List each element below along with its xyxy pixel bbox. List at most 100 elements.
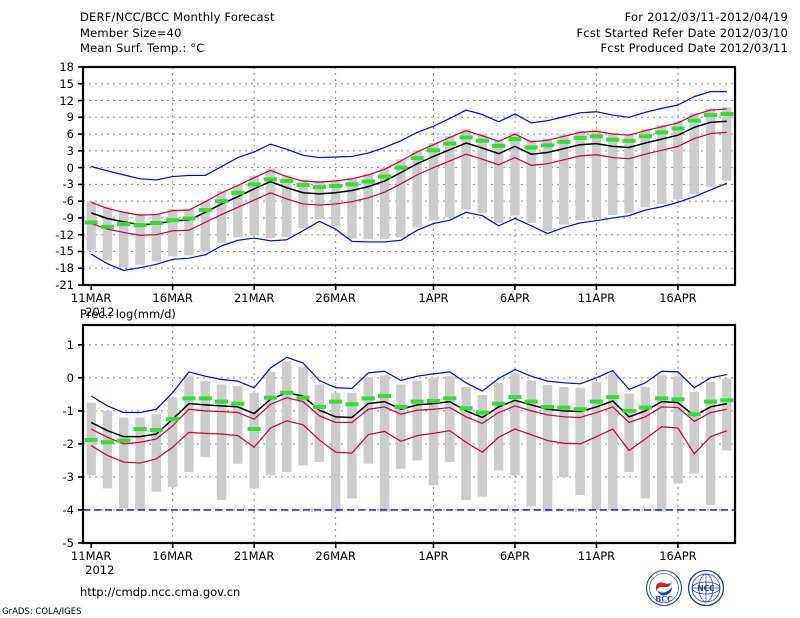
spread-bar xyxy=(526,140,536,223)
y-axis-tick-label: -4 xyxy=(62,502,74,517)
observed-mark xyxy=(215,399,229,404)
spread-bar xyxy=(347,392,357,499)
observed-mark xyxy=(84,220,98,225)
y-axis-tick-label: -15 xyxy=(55,244,74,259)
x-axis-tick-label: 16MAR xyxy=(152,291,193,305)
spread-bar xyxy=(624,133,634,213)
observed-mark xyxy=(247,427,261,432)
observed-mark xyxy=(166,218,180,223)
y-axis-tick-label: -6 xyxy=(62,194,74,209)
observed-mark xyxy=(182,216,196,221)
spread-bar xyxy=(591,381,602,510)
spread-bar xyxy=(510,373,520,476)
observed-mark xyxy=(541,404,555,409)
spread-bar xyxy=(119,417,129,509)
precipitation-svg xyxy=(78,323,737,548)
surface-temperature-svg xyxy=(78,65,737,290)
observed-mark xyxy=(704,399,718,404)
fcst-started-date: Fcst Started Refer Date 2012/03/10 xyxy=(576,25,788,40)
series-line-mean xyxy=(90,391,727,438)
spread-bar xyxy=(705,108,716,188)
spread-bar xyxy=(200,200,210,252)
spread-bar xyxy=(722,107,732,181)
spread-bar xyxy=(624,393,634,472)
observed-mark xyxy=(557,139,571,144)
bcc-logo-label: BCC xyxy=(655,595,673,604)
spread-bar xyxy=(330,179,341,227)
x-axis-tick-label: 26MAR xyxy=(315,549,356,563)
series-line-min xyxy=(90,182,728,272)
bcc-logo: BCC xyxy=(645,569,683,607)
spread-bars-group xyxy=(86,361,732,512)
spread-bar xyxy=(184,376,194,472)
spread-bar xyxy=(477,395,488,497)
spread-bar xyxy=(575,387,585,496)
observed-mark xyxy=(231,401,245,406)
observed-mark xyxy=(410,156,424,161)
observed-mark xyxy=(492,401,506,406)
observed-mark xyxy=(345,182,359,187)
x-axis-tick-label: 16MAR xyxy=(152,549,193,563)
bcc-logo-icon: BCC xyxy=(645,569,683,607)
spread-bar xyxy=(412,380,422,461)
spread-bar xyxy=(673,376,683,484)
observed-mark xyxy=(231,190,245,195)
observed-mark xyxy=(524,399,538,404)
observed-mark xyxy=(378,394,392,399)
x-axis-tick-label: 21MAR xyxy=(233,549,275,563)
spread-bar xyxy=(167,208,178,257)
spread-bar xyxy=(379,167,390,240)
series-line-max xyxy=(90,356,727,414)
observed-mark xyxy=(638,134,652,139)
observed-mark xyxy=(149,220,163,225)
spread-bar xyxy=(542,385,553,512)
y-axis-tick-label: 12 xyxy=(59,93,74,108)
observed-mark xyxy=(655,396,669,401)
spread-bar xyxy=(363,377,373,464)
observed-mark xyxy=(263,177,277,182)
observed-mark xyxy=(296,395,310,400)
observed-mark xyxy=(671,397,685,402)
grads-credit: GrADS: COLA/IGES xyxy=(2,607,82,617)
observed-mark xyxy=(508,395,522,400)
observed-mark xyxy=(622,138,636,143)
spread-bar xyxy=(119,211,129,268)
spread-bar xyxy=(445,135,455,218)
spread-bar xyxy=(591,129,602,218)
series-line-upper-quartile xyxy=(90,397,727,445)
spread-bar xyxy=(689,113,699,194)
spread-bar xyxy=(282,175,292,237)
observed-mark xyxy=(459,135,473,140)
spread-bar xyxy=(461,129,471,210)
observed-mark xyxy=(426,148,440,153)
y-axis-tick-label: 18 xyxy=(59,60,74,74)
spread-bar xyxy=(363,173,373,240)
x-axis-tick-label: 16APR xyxy=(659,291,697,305)
footer-url[interactable]: http://cmdp.ncc.cma.gov.cn xyxy=(80,585,241,599)
spread-bar xyxy=(314,181,325,220)
spread-bar xyxy=(233,184,243,238)
observed-mark xyxy=(671,126,685,131)
observed-mark xyxy=(133,223,147,228)
spread-bar xyxy=(689,391,699,474)
observed-mark xyxy=(394,165,408,170)
spread-bar xyxy=(608,374,618,510)
x-axis-tick-label: 11MAR xyxy=(70,291,112,305)
y-axis-tick-label: -9 xyxy=(62,210,74,225)
observed-mark xyxy=(215,199,229,204)
y-axis-tick-label: 9 xyxy=(66,110,74,125)
precipitation-chart-panel xyxy=(0,300,800,560)
x-axis-tick-label: 1APR xyxy=(418,291,449,305)
observed-mark xyxy=(492,143,506,148)
y-axis-tick-label: -1 xyxy=(62,403,74,418)
observed-mark xyxy=(638,405,652,410)
spread-bar xyxy=(510,132,520,216)
x-axis-tick-label: 1APR xyxy=(418,549,449,563)
observed-mark xyxy=(573,135,587,140)
observed-mark xyxy=(410,399,424,404)
x-axis-tick-label: 16APR xyxy=(659,549,697,563)
spread-bar xyxy=(656,375,667,512)
temperature-chart-panel xyxy=(0,0,800,300)
spread-bar xyxy=(461,387,471,501)
spread-bar xyxy=(656,125,667,204)
